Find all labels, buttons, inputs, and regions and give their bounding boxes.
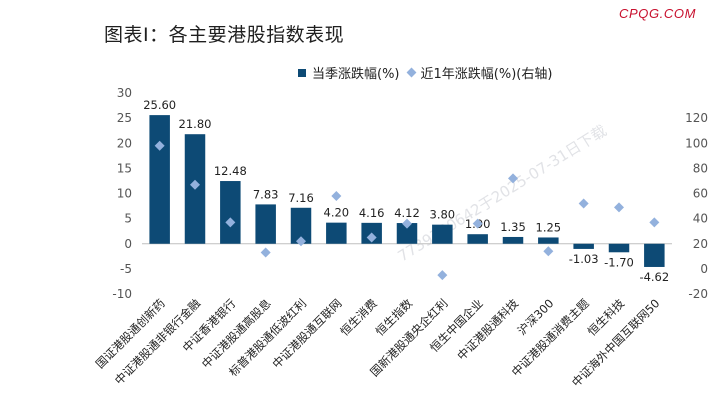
marker-point [154, 140, 165, 151]
marker-point [437, 270, 448, 281]
marker-point [578, 198, 589, 209]
bar-data-label: -1.70 [604, 255, 634, 269]
right-axis-tick-label: 100 [685, 136, 708, 150]
bar-data-label: 7.16 [288, 191, 314, 205]
bar-data-label: 4.16 [359, 206, 385, 220]
right-axis-tick-label: 120 [685, 111, 708, 125]
legend-item-bar: 当季涨跌幅(%) [298, 63, 400, 82]
marker-point [296, 236, 306, 247]
category-label: 恒生消费 [337, 296, 379, 338]
bar-data-label: 12.48 [214, 164, 247, 178]
bar [644, 243, 665, 267]
left-axis-tick-label: 10 [117, 187, 132, 201]
bar [290, 207, 312, 244]
bar [396, 223, 418, 244]
right-axis-tick-label: -20 [688, 287, 708, 301]
bar-data-label: 21.80 [179, 117, 212, 131]
bar-data-label: 4.20 [324, 206, 350, 220]
bar-data-label: 25.60 [143, 98, 176, 112]
left-axis-tick-label: 15 [117, 161, 132, 175]
bar-data-label: 4.12 [394, 206, 420, 220]
category-label: 中证港股通科技 [454, 296, 521, 363]
legend-marker-label: 近1年涨跌幅(%)(右轴) [420, 67, 553, 82]
bar-data-label: 7.83 [253, 187, 279, 201]
bar-data-label: 1.25 [536, 220, 562, 234]
left-axis-tick-label: 0 [124, 237, 132, 251]
bar [220, 181, 241, 244]
marker-point [472, 218, 483, 229]
left-axis-tick-label: 30 [117, 86, 132, 100]
left-axis-tick-label: 5 [124, 212, 132, 226]
bar [538, 237, 559, 244]
marker-point [543, 246, 554, 257]
marker-point [260, 247, 271, 258]
right-axis-tick-label: 80 [693, 161, 708, 175]
brand-logo: CPQG.COM [618, 6, 696, 21]
bar-data-label: -1.03 [569, 252, 599, 266]
legend-bar-label: 当季涨跌幅(%) [312, 67, 400, 82]
legend: 当季涨跌幅(%) 近1年涨跌幅(%)(右轴) [298, 63, 560, 82]
bar-data-label: -4.62 [639, 270, 669, 284]
right-axis-tick-label: 60 [693, 187, 708, 201]
bar-data-label: 1.35 [500, 220, 526, 234]
left-axis-tick-label: 25 [117, 111, 132, 125]
bar [149, 115, 170, 244]
marker-point [402, 218, 412, 229]
bar [432, 224, 453, 244]
legend-bar-swatch [298, 68, 306, 77]
bar [326, 222, 347, 244]
marker-point [508, 173, 518, 184]
left-axis-tick-label: -5 [120, 262, 132, 276]
bar-data-label: 3.80 [430, 208, 456, 222]
marker-point [225, 217, 236, 228]
bar [255, 204, 276, 244]
bar [467, 234, 488, 244]
marker-point [614, 202, 624, 213]
bar [608, 243, 630, 253]
marker-point [331, 191, 342, 202]
chart-title: 图表I：各主要港股指数表现 [104, 24, 345, 46]
bar [573, 243, 594, 249]
marker-point [366, 232, 377, 243]
bar [502, 236, 524, 244]
right-axis-tick-label: 40 [693, 212, 708, 226]
marker-point [190, 179, 200, 190]
right-axis-tick-label: 20 [693, 237, 708, 251]
left-axis-tick-label: -10 [112, 287, 132, 301]
legend-item-marker: 近1年涨跌幅(%)(右轴) [406, 63, 553, 82]
marker-point [649, 217, 660, 228]
right-axis-tick-label: 0 [700, 262, 708, 276]
left-axis-tick-label: 20 [117, 136, 132, 150]
